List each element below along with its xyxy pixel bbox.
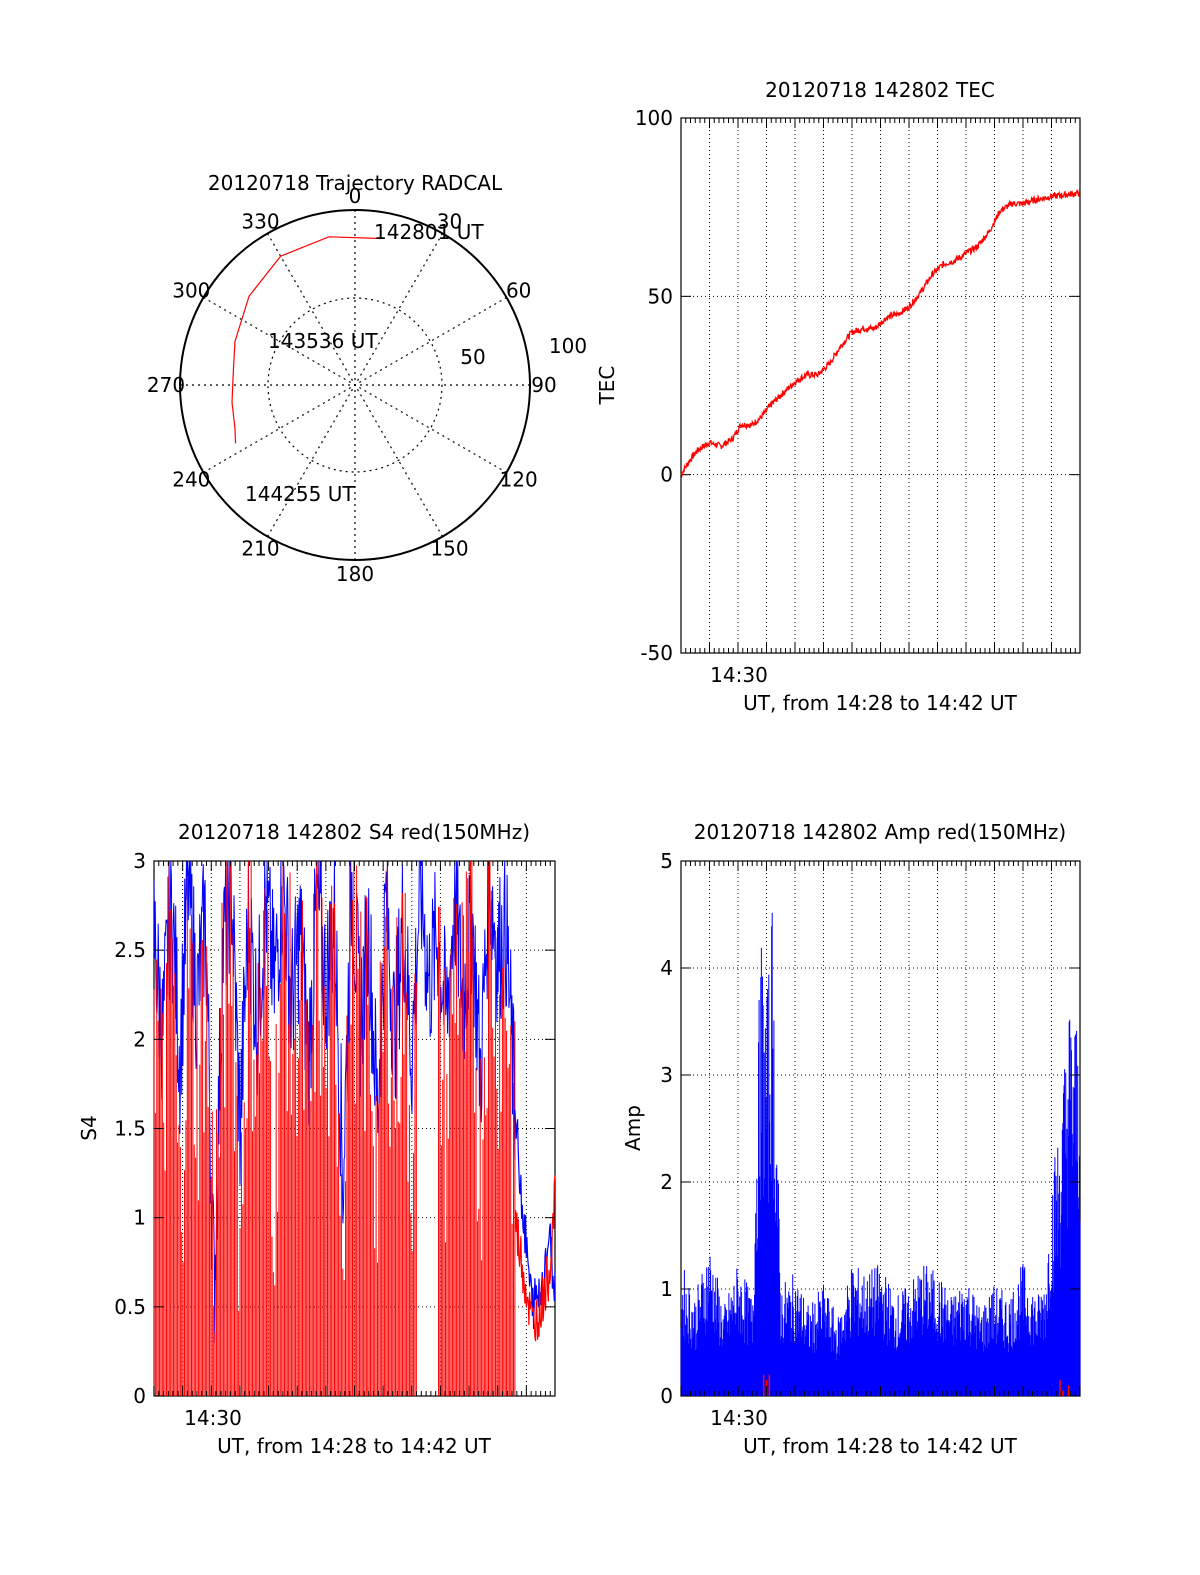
s4-blue-tail (514, 1109, 556, 1330)
amp-grid (681, 861, 1080, 1396)
amp-ytick-label: 1 (660, 1277, 673, 1301)
polar-trajectory-line (231, 236, 381, 444)
amp-ytick-label: 4 (660, 956, 673, 980)
s4-ytick-label: 0 (133, 1384, 146, 1408)
amp-ylabel: Amp (621, 1105, 645, 1151)
polar-azimuth-label: 330 (241, 209, 279, 233)
tec-grid (681, 118, 1080, 653)
polar-azimuth-label: 240 (172, 468, 210, 492)
s4-ytick-label: 3 (133, 849, 146, 873)
polar-title: 20120718 Trajectory RADCAL (208, 171, 503, 195)
s4-panel: 20120718 142802 S4 red(150MHz) 0 0.5 1 1.5 2… (77, 820, 556, 1458)
polar-azimuth-label: 60 (506, 279, 531, 303)
tec-ticks: 100 50 0 -50 (635, 106, 1081, 665)
polar-azimuth-label: 180 (336, 562, 374, 586)
tec-series-line (680, 189, 1081, 479)
amp-title: 20120718 142802 Amp red(150MHz) (694, 820, 1066, 844)
polar-spokes (180, 210, 530, 560)
s4-ticks: 0 0.5 1 1.5 2 2.5 3 (114, 849, 556, 1408)
tec-ylabel: TEC (595, 366, 619, 406)
polar-azimuth-label: 30 (437, 209, 462, 233)
tec-panel: 20120718 142802 TEC 100 50 0 -50 14:30 UT, … (595, 78, 1081, 715)
s4-ylabel: S4 (77, 1115, 101, 1140)
tec-ytick-label: 0 (660, 463, 673, 487)
amp-ticks: 0 1 2 3 4 5 (660, 849, 1081, 1408)
tec-xtick-1430: 14:30 (710, 663, 768, 687)
s4-ytick-label: 2 (133, 1027, 146, 1051)
s4-ytick-label: 0.5 (114, 1295, 146, 1319)
polar-radial-label-100: 100 (549, 334, 587, 358)
polar-annotation-start: 142801 UT (374, 220, 484, 244)
tec-xlabel: UT, from 14:28 to 14:42 UT (743, 691, 1018, 715)
tec-title: 20120718 142802 TEC (765, 78, 995, 102)
polar-annotation-end: 144255 UT (245, 482, 355, 506)
amp-series-fill (680, 912, 1081, 1396)
s4-red-tail (514, 1175, 556, 1342)
amp-ytick-label: 5 (660, 849, 673, 873)
amp-panel: 20120718 142802 Amp red(150MHz) 0 1 2 3 4 5 1… (621, 820, 1081, 1458)
s4-series-fill (153, 860, 556, 1396)
s4-ytick-label: 1.5 (114, 1117, 146, 1141)
polar-inner-ring (267, 297, 443, 473)
s4-xlabel: UT, from 14:28 to 14:42 UT (217, 1434, 492, 1458)
polar-azimuth-label: 0 (349, 184, 362, 208)
s4-xtick-1430: 14:30 (184, 1406, 242, 1430)
s4-title: 20120718 142802 S4 red(150MHz) (178, 820, 530, 844)
polar-azimuth-label: 120 (500, 468, 538, 492)
polar-azimuth-label: 90 (531, 373, 556, 397)
tec-ytick-label: -50 (640, 641, 673, 665)
amp-ytick-label: 3 (660, 1063, 673, 1087)
s4-grid (154, 861, 555, 1396)
polar-trajectory-panel: 20120718 Trajectory RADCAL 0 30 60 90 120 150… (147, 171, 587, 586)
s4-ytick-label: 2.5 (114, 938, 146, 962)
amp-ytick-label: 2 (660, 1170, 673, 1194)
polar-radial-label-50: 50 (460, 345, 485, 369)
amp-xtick-1430: 14:30 (710, 1406, 768, 1430)
polar-azimuth-label: 270 (147, 373, 185, 397)
polar-spoke (266, 233, 444, 537)
amp-ytick-label: 0 (660, 1384, 673, 1408)
tec-ytick-label: 50 (648, 284, 673, 308)
s4-ytick-label: 1 (133, 1206, 146, 1230)
tec-ytick-label: 100 (635, 106, 673, 130)
polar-azimuth-labels: 0 30 60 90 120 150 180 210 240 270 300 330 (147, 184, 557, 586)
polar-azimuth-label: 150 (430, 537, 468, 561)
polar-annotation-mid: 143536 UT (268, 329, 378, 353)
amp-xlabel: UT, from 14:28 to 14:42 UT (743, 1434, 1018, 1458)
polar-azimuth-label: 210 (241, 537, 279, 561)
polar-azimuth-label: 300 (172, 279, 210, 303)
